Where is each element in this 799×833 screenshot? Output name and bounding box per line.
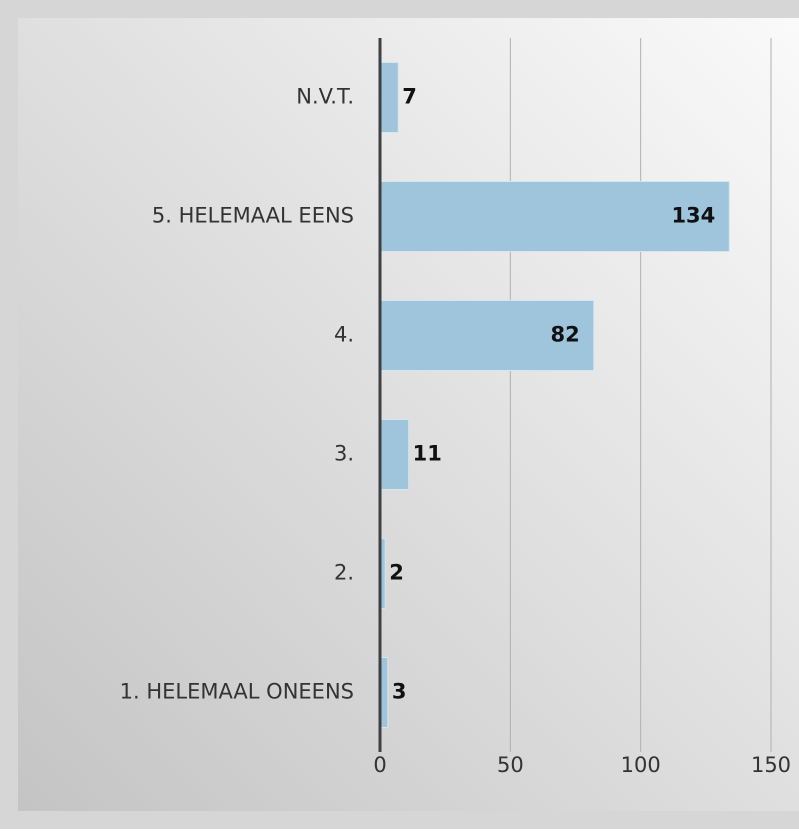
- panel: [18, 18, 799, 811]
- y-tick-label: N.V.T.: [296, 85, 354, 109]
- data-label: 11: [413, 442, 442, 466]
- y-tick-label: 1. HELEMAAL ONEENS: [120, 680, 354, 704]
- bar: [379, 181, 730, 252]
- data-label: 134: [671, 204, 715, 228]
- x-tick-label: 150: [751, 753, 791, 777]
- bar: [379, 300, 595, 371]
- data-label: 7: [402, 85, 417, 109]
- data-label: 2: [389, 561, 404, 585]
- x-tick-label: 100: [621, 753, 661, 777]
- y-tick-label: 4.: [334, 323, 354, 347]
- y-tick-label: 3.: [334, 442, 354, 466]
- bar: [379, 419, 410, 490]
- x-tick-label: 50: [497, 753, 524, 777]
- y-tick-label: 2.: [334, 561, 354, 585]
- data-label: 3: [392, 680, 407, 704]
- y-tick-label: 5. HELEMAAL EENS: [152, 204, 354, 228]
- bar: [379, 62, 399, 133]
- plot: 0 50 100 150 N.V.T. 7 5. HELEMAAL EENS 134 4. 82 3…: [120, 38, 791, 777]
- x-tick-label: 0: [373, 753, 386, 777]
- data-label: 82: [551, 323, 580, 347]
